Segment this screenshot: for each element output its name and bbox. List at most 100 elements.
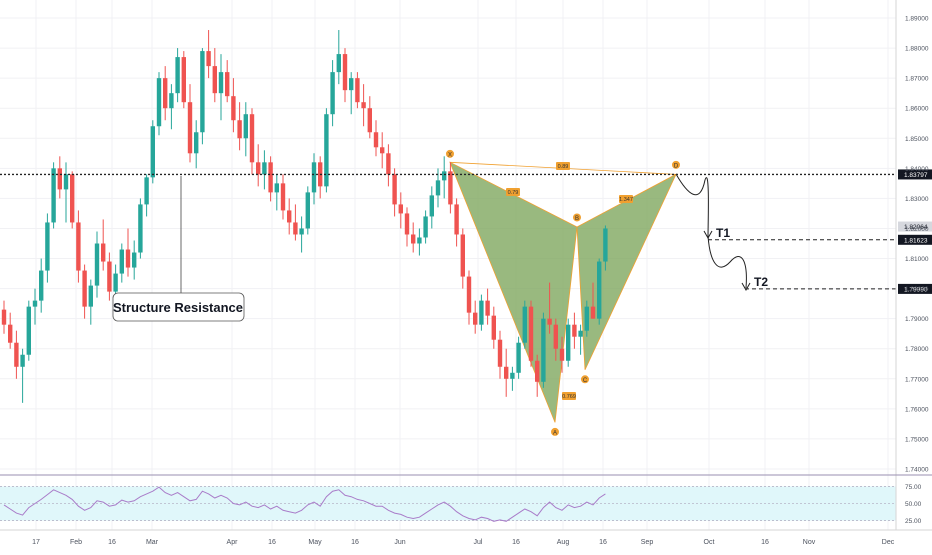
candle-body bbox=[578, 330, 583, 337]
rsi-tick-label: 75.00 bbox=[905, 484, 922, 491]
price-tick-label: 1.81000 bbox=[905, 256, 929, 263]
candle-body bbox=[324, 114, 329, 187]
candle-body bbox=[367, 108, 372, 133]
candle-body bbox=[256, 162, 261, 175]
candle-body bbox=[107, 261, 112, 292]
ratio-label-bg bbox=[556, 162, 570, 170]
candle-body bbox=[398, 204, 403, 214]
price-tick-label: 1.87000 bbox=[905, 76, 929, 83]
candle-body bbox=[14, 342, 19, 367]
candle-body bbox=[20, 354, 25, 367]
candle-body bbox=[392, 174, 397, 205]
candle-body bbox=[448, 171, 453, 205]
rsi-tick-label: 50.00 bbox=[905, 501, 922, 508]
candle-body bbox=[194, 132, 199, 154]
candle-body bbox=[342, 54, 348, 91]
candle-body bbox=[299, 228, 304, 235]
candle-body bbox=[175, 57, 180, 94]
price-tick-label: 1.84000 bbox=[905, 166, 929, 173]
ratio-label: 0.769 bbox=[562, 394, 576, 400]
candle-body bbox=[94, 243, 100, 286]
ratio-label: 0.89 bbox=[558, 164, 569, 170]
pattern-point-label: X bbox=[448, 152, 452, 158]
candle-body bbox=[429, 195, 434, 217]
price-tick-label: 1.88000 bbox=[905, 46, 929, 53]
candle-body bbox=[572, 324, 577, 337]
candle-body bbox=[150, 126, 155, 178]
candle-body bbox=[268, 162, 273, 193]
candle-body bbox=[361, 102, 366, 109]
candle-body bbox=[510, 372, 515, 379]
candle-body bbox=[39, 270, 44, 301]
price-tick-label: 1.83000 bbox=[905, 196, 929, 203]
target-label: T1 bbox=[716, 226, 730, 240]
ratio-label: 1.347 bbox=[619, 197, 633, 203]
price-tag-bg bbox=[898, 234, 932, 245]
candle-body bbox=[1, 309, 7, 325]
candle-body bbox=[8, 324, 13, 343]
candle-body bbox=[132, 252, 137, 268]
projection-curve bbox=[675, 173, 747, 289]
candle-body bbox=[206, 51, 211, 67]
candle-body bbox=[101, 243, 106, 262]
candle-body bbox=[231, 96, 236, 121]
ratio-label: 0.79 bbox=[508, 190, 519, 196]
time-tick-label: Aug bbox=[557, 539, 570, 546]
candle-body bbox=[119, 249, 124, 274]
candle-body bbox=[280, 183, 286, 211]
pattern-point-marker bbox=[581, 375, 589, 384]
pattern-point-marker bbox=[573, 213, 581, 222]
rsi-line bbox=[3, 486, 606, 522]
candle-body bbox=[293, 222, 298, 235]
candle-body bbox=[547, 318, 552, 325]
candle-body bbox=[411, 234, 416, 244]
candle-body bbox=[541, 318, 546, 382]
candle-body bbox=[417, 237, 422, 244]
price-tag-bg bbox=[898, 169, 932, 180]
candle-body bbox=[113, 273, 118, 292]
time-tick-label: Jun bbox=[394, 539, 405, 546]
candle-body bbox=[386, 153, 391, 175]
candle-body bbox=[380, 147, 385, 154]
candle-body bbox=[243, 114, 248, 139]
price-tick-label: 1.85000 bbox=[905, 136, 929, 143]
rsi-tick-label: 25.00 bbox=[905, 518, 922, 525]
time-tick-label: Nov bbox=[803, 539, 816, 546]
candle-body bbox=[590, 306, 596, 319]
candle-body bbox=[504, 366, 509, 379]
pattern-point-marker bbox=[551, 427, 559, 436]
candle-body bbox=[355, 78, 360, 103]
price-tick-label: 1.89000 bbox=[905, 16, 929, 23]
price-tick-label: 1.78000 bbox=[905, 346, 929, 353]
candle-body bbox=[144, 177, 149, 205]
price-tick-label: 1.82000 bbox=[905, 226, 929, 233]
candle-body bbox=[76, 222, 81, 271]
candle-body bbox=[70, 174, 75, 223]
price-tick-label: 1.86000 bbox=[905, 106, 929, 113]
price-tick-label: 1.74000 bbox=[905, 467, 929, 474]
candle-body bbox=[163, 78, 168, 109]
candle-body bbox=[237, 120, 242, 139]
candle-body bbox=[423, 216, 428, 238]
candle-body bbox=[497, 339, 503, 367]
candle-body bbox=[88, 285, 93, 307]
candle-body bbox=[212, 66, 217, 94]
candle-body bbox=[566, 324, 571, 361]
price-tag-bg bbox=[898, 221, 932, 232]
pattern-point-marker bbox=[672, 160, 680, 169]
candle-body bbox=[454, 204, 459, 235]
target-label: T2 bbox=[754, 275, 768, 289]
pattern-point-marker bbox=[446, 149, 454, 158]
candle-body bbox=[479, 300, 484, 325]
candle-body bbox=[51, 168, 56, 223]
time-tick-label: May bbox=[308, 539, 322, 546]
pattern-point-label: A bbox=[553, 430, 557, 436]
time-tick-label: Apr bbox=[227, 539, 239, 546]
price-tick-label: 1.77000 bbox=[905, 376, 929, 383]
candle-body bbox=[460, 234, 465, 277]
rsi-indicator: 75.00 50.00 25.00 bbox=[0, 484, 922, 525]
candle-body bbox=[225, 72, 230, 97]
